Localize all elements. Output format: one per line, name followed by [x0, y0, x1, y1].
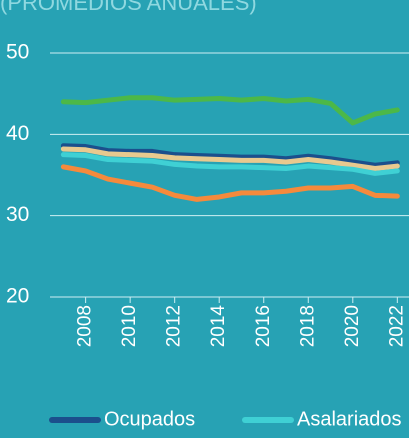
chart-title: (PROMEDIOS ANUALES): [0, 0, 257, 15]
y-tick-label: 50: [6, 41, 29, 64]
x-tick-label: 2020: [342, 305, 363, 347]
x-tick-label: 2014: [208, 305, 229, 348]
series-line: [60, 95, 400, 126]
x-tick-label: 2008: [75, 305, 96, 347]
legend-label: Ocupados: [104, 408, 195, 430]
y-tick-label: 40: [6, 122, 29, 145]
series-line: [60, 146, 400, 171]
x-tick-label: 2022: [386, 305, 407, 347]
y-tick-label: 30: [6, 203, 29, 226]
series-line: [60, 164, 400, 202]
y-tick-label: 20: [6, 285, 29, 308]
x-tick-label: 2012: [164, 305, 185, 347]
series-line: [60, 152, 400, 176]
legend-label: Asalariados: [297, 408, 402, 430]
x-tick-label: 2016: [253, 305, 274, 347]
series-line: [60, 143, 400, 168]
x-tick-label: 2010: [119, 305, 140, 347]
x-tick-label: 2018: [297, 305, 318, 347]
